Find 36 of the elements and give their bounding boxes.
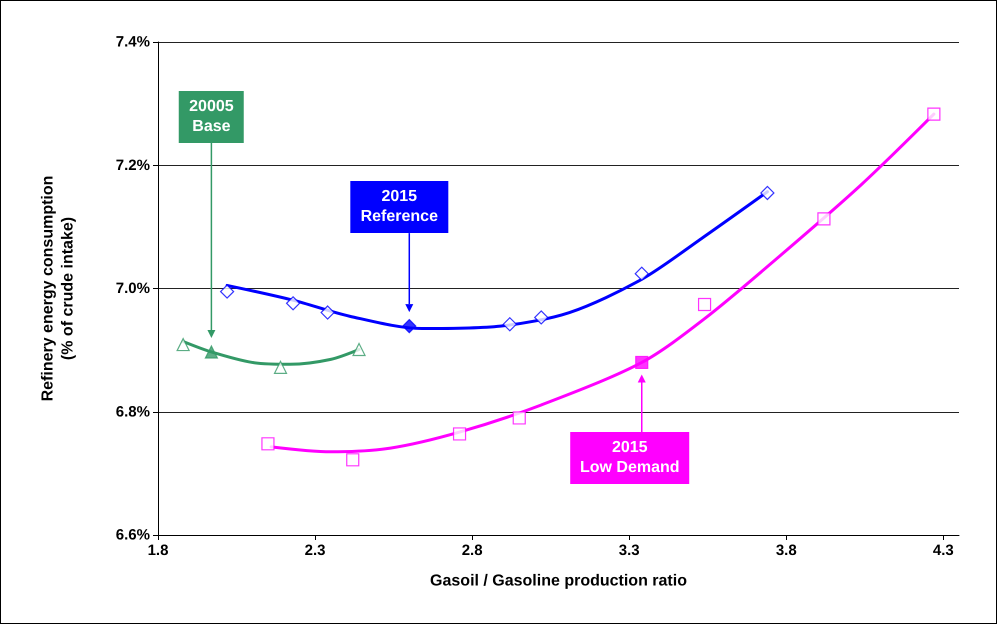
y-axis-title: Refinery energy consumption (% of crude intake) (40, 176, 76, 402)
x-axis-title: Gasoil / Gasoline production ratio (430, 572, 688, 590)
point (204, 345, 218, 359)
x-tick-label: 3.8 (776, 542, 797, 559)
point (452, 427, 466, 441)
x-tick-label: 4.3 (932, 542, 954, 559)
point (220, 284, 234, 299)
point (635, 356, 648, 370)
point (512, 411, 526, 425)
annotation: 2015 Reference (350, 181, 448, 234)
y-tick-label: 6.8% (116, 403, 150, 420)
point (320, 305, 335, 320)
point (274, 360, 288, 374)
point (534, 310, 548, 325)
point (346, 453, 360, 466)
y-tick-label: 7.0% (116, 280, 150, 297)
point (176, 338, 190, 352)
point (402, 318, 416, 334)
point (352, 342, 366, 356)
y-tick-label: 7.4% (116, 34, 150, 50)
point (634, 266, 649, 281)
y-tick-label: 7.2% (116, 156, 150, 174)
x-tick-label: 3.3 (618, 542, 640, 559)
point (817, 212, 831, 226)
annotation: 20005 Base (179, 90, 244, 143)
x-tick-label: 2.8 (462, 542, 483, 559)
point (698, 298, 712, 312)
annotation: 2015 Low Demand (570, 432, 690, 484)
x-tick-label: 2.3 (304, 542, 326, 559)
y-tick-label: 6.6% (116, 526, 150, 544)
point (261, 437, 275, 450)
point (502, 317, 517, 332)
point (286, 296, 300, 310)
point (927, 108, 940, 121)
point (760, 186, 774, 200)
x-tick-label: 1.8 (148, 542, 168, 559)
